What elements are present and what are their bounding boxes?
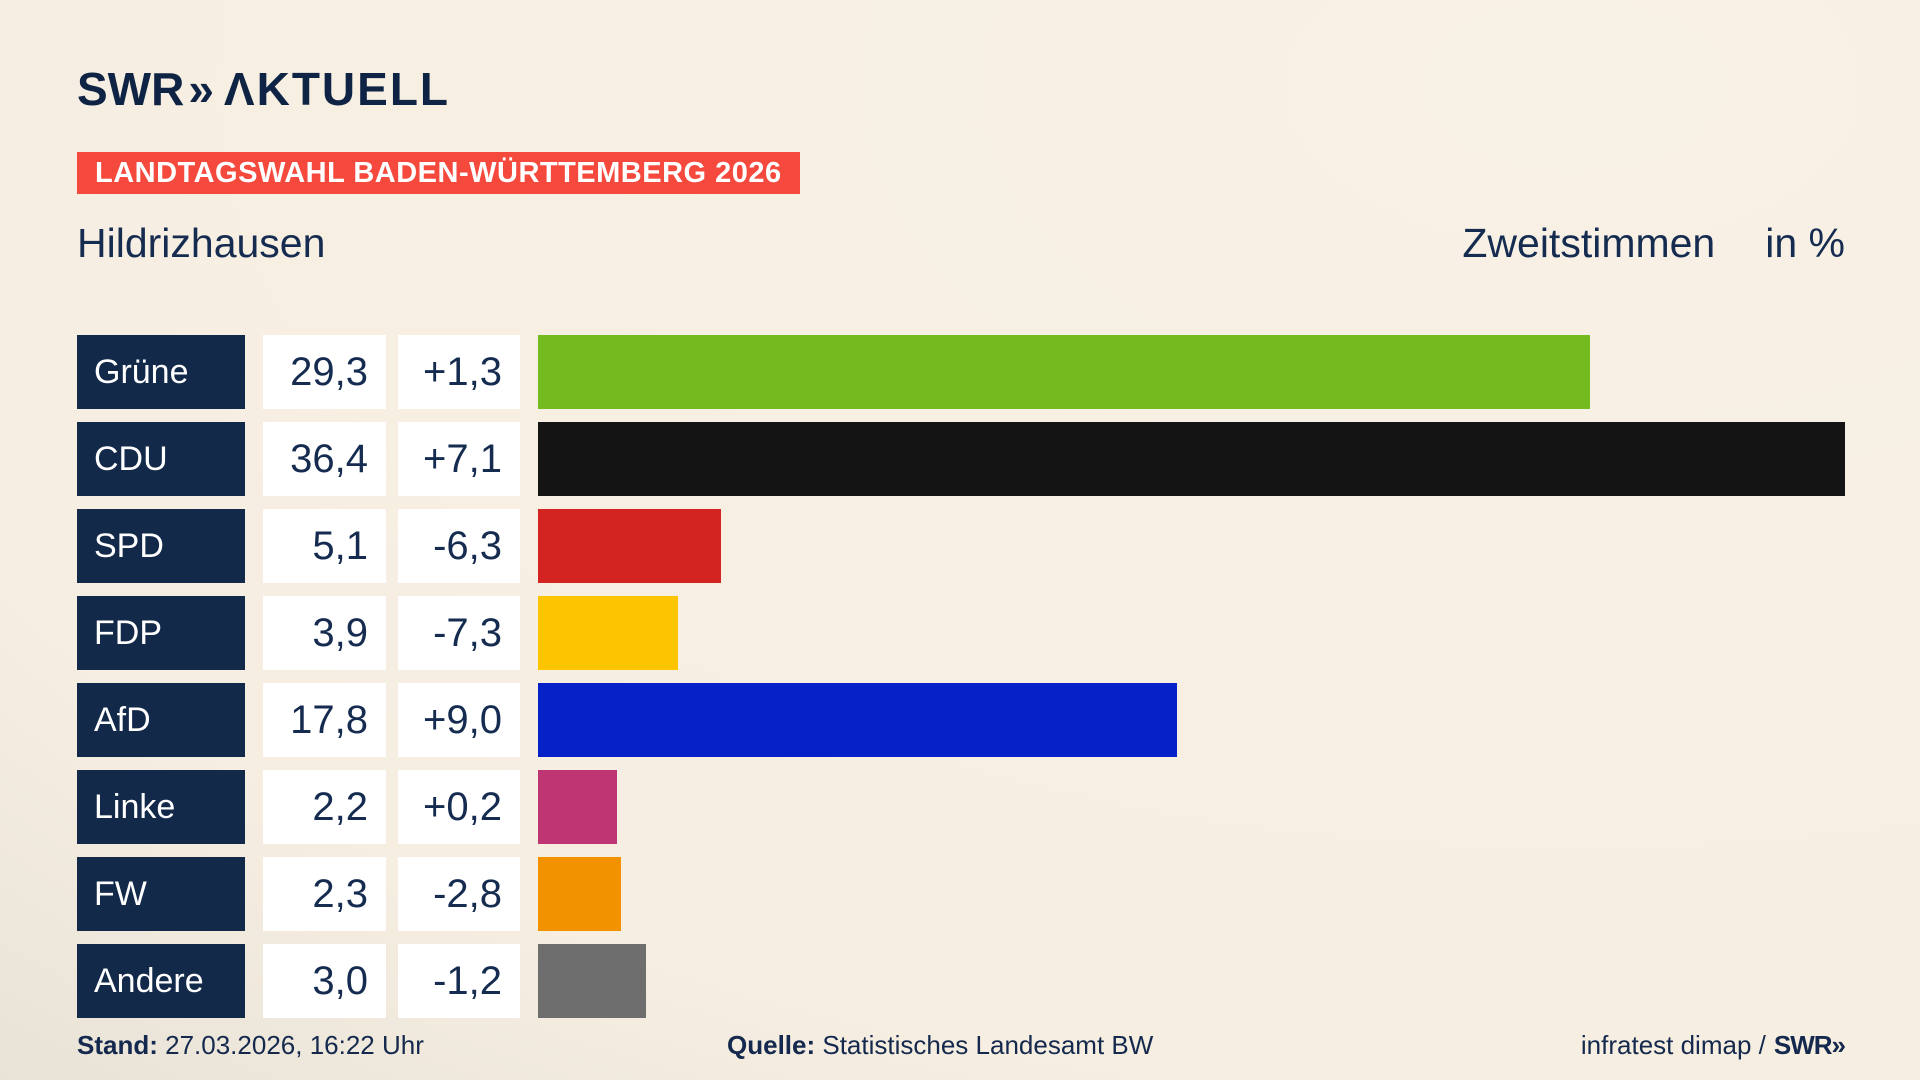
party-change: +9,0 <box>398 683 520 757</box>
party-value: 3,9 <box>263 596 386 670</box>
result-bar <box>538 770 617 844</box>
bar-track <box>538 596 1845 670</box>
chart-row: AfD 17,8 +9,0 <box>77 683 1845 757</box>
party-label: Andere <box>77 944 245 1018</box>
credit-text: infratest dimap / <box>1580 1030 1766 1060</box>
party-change: +0,2 <box>398 770 520 844</box>
result-bar <box>538 335 1591 409</box>
source-note: Quelle: Statistisches Landesamt BW <box>727 1030 1581 1061</box>
chart-row: Andere 3,0 -1,2 <box>77 944 1845 1018</box>
party-change: -1,2 <box>398 944 520 1018</box>
chart-row: SPD 5,1 -6,3 <box>77 509 1845 583</box>
chart-row: CDU 36,4 +7,1 <box>77 422 1845 496</box>
stand-value: 27.03.2026, 16:22 Uhr <box>157 1030 424 1060</box>
stand-timestamp: Stand: 27.03.2026, 16:22 Uhr <box>77 1030 727 1061</box>
party-change: +1,3 <box>398 335 520 409</box>
result-bar <box>538 509 722 583</box>
chart-row: FDP 3,9 -7,3 <box>77 596 1845 670</box>
stand-label: Stand: <box>77 1030 158 1060</box>
party-label: Grüne <box>77 335 245 409</box>
party-label: Linke <box>77 770 245 844</box>
swr-logo-text: SWR <box>77 63 185 115</box>
result-bar <box>538 596 679 670</box>
credit-note: infratest dimap / SWR» <box>1580 1030 1846 1061</box>
party-change: -7,3 <box>398 596 520 670</box>
result-bar <box>538 683 1178 757</box>
chart-row: Grüne 29,3 +1,3 <box>77 335 1845 409</box>
party-label: AfD <box>77 683 245 757</box>
unit-label: in % <box>1765 220 1845 266</box>
result-bar <box>538 857 621 931</box>
aktuell-logo-text: ΛKTUELL <box>223 63 451 115</box>
party-value: 5,1 <box>263 509 386 583</box>
bar-track <box>538 422 1845 496</box>
bar-track <box>538 335 1845 409</box>
bar-track <box>538 944 1845 1018</box>
chart-row: Linke 2,2 +0,2 <box>77 770 1845 844</box>
bar-track <box>538 770 1845 844</box>
party-value: 29,3 <box>263 335 386 409</box>
party-label: FW <box>77 857 245 931</box>
chart-row: FW 2,3 -2,8 <box>77 857 1845 931</box>
party-value: 36,4 <box>263 422 386 496</box>
party-value: 3,0 <box>263 944 386 1018</box>
bar-track <box>538 857 1845 931</box>
result-bar <box>538 422 1845 496</box>
party-change: -2,8 <box>398 857 520 931</box>
result-bar <box>538 944 646 1018</box>
chevrons-icon: » <box>188 63 214 115</box>
party-value: 17,8 <box>263 683 386 757</box>
election-banner: LANDTAGSWAHL BADEN-WÜRTTEMBERG 2026 <box>77 152 800 194</box>
bar-track <box>538 683 1845 757</box>
source-value: Statistisches Landesamt BW <box>815 1030 1154 1060</box>
party-label: SPD <box>77 509 245 583</box>
vote-type-label: Zweitstimmen <box>1462 220 1716 266</box>
swr-aktuell-logo: SWR» ΛKTUELL <box>77 62 450 116</box>
swr-credit-logo: SWR» <box>1773 1030 1846 1060</box>
party-change: +7,1 <box>398 422 520 496</box>
municipality-title: Hildrizhausen <box>77 220 326 266</box>
party-value: 2,3 <box>263 857 386 931</box>
party-value: 2,2 <box>263 770 386 844</box>
vote-type-title: Zweitstimmen in % <box>1462 220 1845 267</box>
title-row: Hildrizhausen Zweitstimmen in % <box>77 220 1845 267</box>
party-label: CDU <box>77 422 245 496</box>
results-bar-chart: Grüne 29,3 +1,3 CDU 36,4 +7,1 SPD 5,1 -6,3 FDP 3,9… <box>77 335 1845 1031</box>
party-change: -6,3 <box>398 509 520 583</box>
bar-track <box>538 509 1845 583</box>
source-label: Quelle: <box>727 1030 816 1060</box>
party-label: FDP <box>77 596 245 670</box>
footer: Stand: 27.03.2026, 16:22 Uhr Quelle: Sta… <box>77 1030 1846 1061</box>
